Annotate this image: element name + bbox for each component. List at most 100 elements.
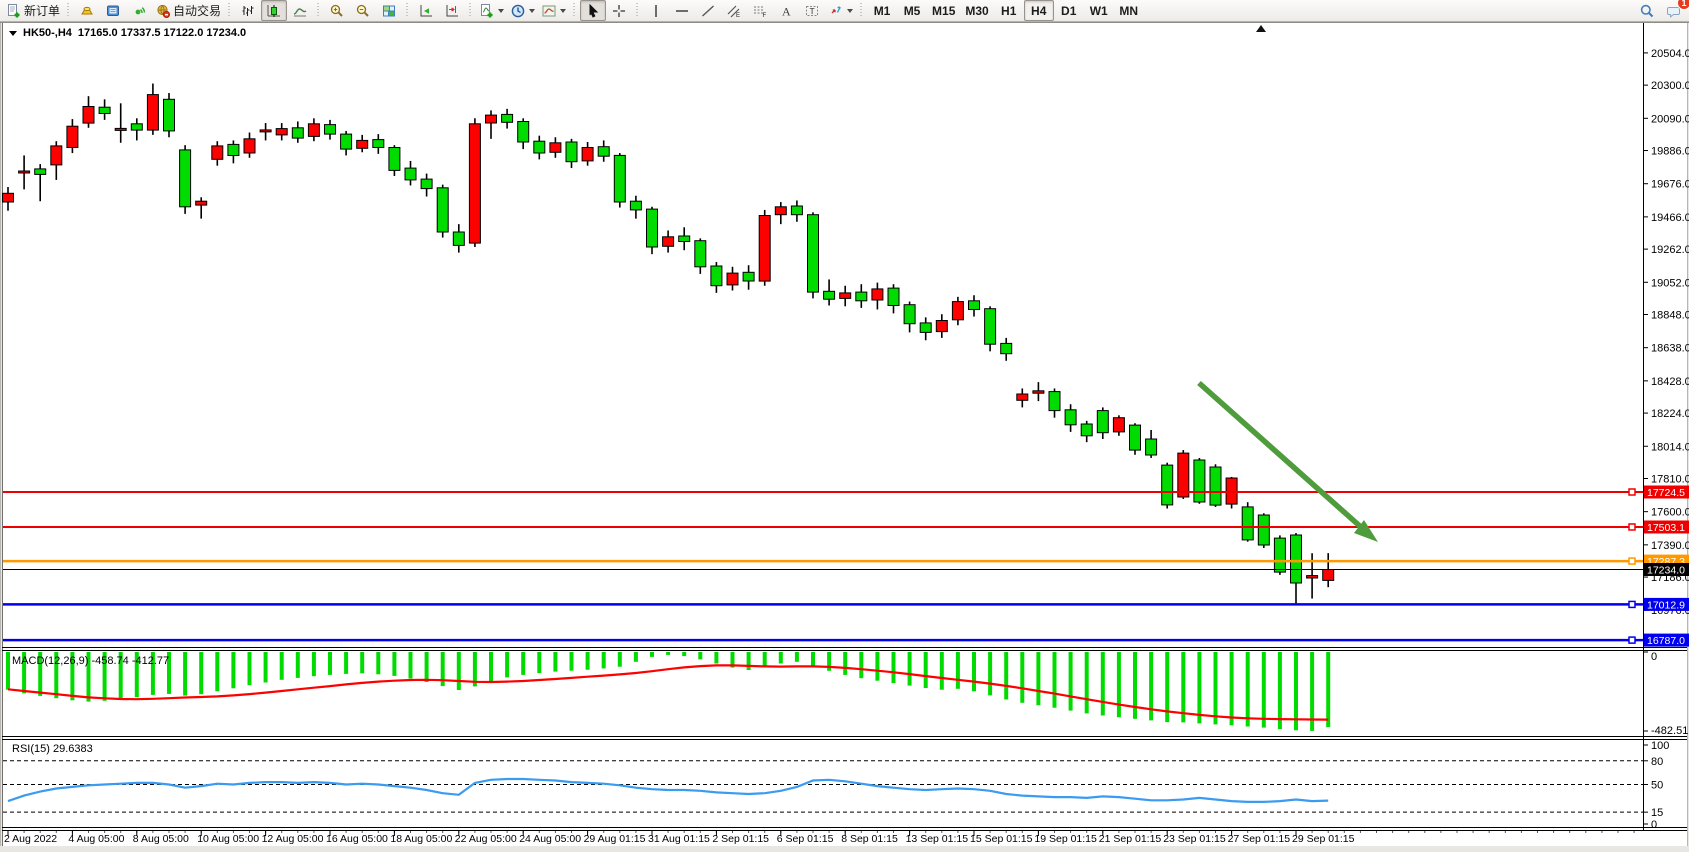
svg-text:17234.0: 17234.0 (1647, 564, 1685, 576)
timeframe-h1-button[interactable]: H1 (994, 0, 1024, 21)
toolbar-group-grip (316, 3, 322, 18)
signals-button[interactable] (126, 0, 152, 21)
svg-text:18014.0: 18014.0 (1651, 441, 1689, 453)
zoom-out-button[interactable] (350, 0, 376, 21)
auto-scroll-button[interactable] (413, 0, 439, 21)
chevron-down-icon[interactable] (498, 8, 505, 13)
text-label-button[interactable]: T (799, 0, 825, 21)
timeframe-m5-button[interactable]: M5 (897, 0, 927, 21)
svg-text:29 Sep 01:15: 29 Sep 01:15 (1292, 833, 1355, 845)
bar-chart-mode-button[interactable] (235, 0, 261, 21)
new-order-button[interactable]: 新订单 (3, 0, 63, 21)
crosshair-button[interactable] (606, 0, 632, 21)
chart-title: HK50-,H4 17165.0 17337.5 17122.0 17234.0 (9, 27, 246, 39)
svg-text:MACD(12,26,9) -458.74 -412.77: MACD(12,26,9) -458.74 -412.77 (12, 655, 169, 667)
timeframe-d1-label: D1 (1061, 3, 1077, 18)
timeframe-m1-button[interactable]: M1 (867, 0, 897, 21)
svg-text:19052.0: 19052.0 (1651, 277, 1689, 289)
market-watch-button[interactable] (74, 0, 100, 21)
chart-corner-marker-icon[interactable] (1256, 25, 1266, 32)
tile-windows-icon (383, 5, 396, 16)
timeframe-m5-label: M5 (903, 3, 921, 18)
chevron-down-icon[interactable] (529, 8, 536, 13)
text-button[interactable]: A (773, 0, 799, 21)
tile-windows-button[interactable] (376, 0, 402, 21)
svg-text:20090.0: 20090.0 (1651, 113, 1689, 125)
trend-arrow-annotation[interactable] (1197, 380, 1378, 542)
svg-text:19 Sep 01:15: 19 Sep 01:15 (1034, 833, 1097, 845)
svg-text:6 Sep 01:15: 6 Sep 01:15 (777, 833, 834, 845)
timeframe-mn-button[interactable]: MN (1114, 0, 1144, 21)
chart-title-dropdown-icon[interactable] (9, 31, 17, 36)
svg-text:17390.0: 17390.0 (1651, 540, 1689, 552)
horizontal-line-icon (676, 9, 689, 12)
fibonacci-button[interactable]: F (747, 0, 773, 21)
svg-text:8 Sep 01:15: 8 Sep 01:15 (841, 833, 898, 845)
zoom-out-icon (356, 4, 369, 17)
cursor-button[interactable] (580, 0, 607, 21)
trend-line-icon (702, 4, 715, 17)
svg-text:12 Aug 05:00: 12 Aug 05:00 (262, 833, 324, 845)
svg-text:T: T (810, 6, 815, 16)
timeframe-d1-button[interactable]: D1 (1054, 0, 1084, 21)
template-chart-icon (542, 5, 556, 16)
trend-line-button[interactable] (695, 0, 721, 21)
templates-button[interactable] (538, 0, 569, 21)
svg-text:20300.0: 20300.0 (1651, 80, 1689, 92)
candlestick-icon (267, 4, 281, 17)
chart-shift-button[interactable] (439, 0, 465, 21)
horizontal-line-button[interactable] (669, 0, 695, 21)
timeframe-w1-label: W1 (1089, 3, 1108, 18)
horizontal-lines[interactable] (3, 488, 1643, 644)
chart-symbol: HK50-,H4 (23, 27, 72, 39)
timeframe-m15-label: M15 (932, 3, 956, 18)
green-signal-icon (135, 6, 146, 14)
arrows-button[interactable] (825, 0, 856, 21)
clock-icon (511, 4, 525, 17)
search-button[interactable] (1634, 0, 1660, 21)
svg-text:0: 0 (1651, 651, 1657, 663)
svg-text:17503.1: 17503.1 (1647, 522, 1685, 534)
text-a-icon: A (782, 4, 791, 18)
timeframe-m15-button[interactable]: M15 (927, 0, 960, 21)
svg-text:18848.0: 18848.0 (1651, 310, 1689, 322)
history-center-button[interactable] (100, 0, 126, 21)
svg-text:19676.0: 19676.0 (1651, 179, 1689, 191)
line-chart-mode-button[interactable] (287, 0, 313, 21)
timeframe-h1-label: H1 (1001, 3, 1017, 18)
svg-text:21 Sep 01:15: 21 Sep 01:15 (1099, 833, 1162, 845)
rsi-pane: 100 80 50 150 RSI(15) 29.6383 (7, 740, 1669, 831)
timeframe-w1-button[interactable]: W1 (1084, 0, 1114, 21)
toolbar-group-grip (859, 3, 865, 18)
svg-text:31 Aug 01:15: 31 Aug 01:15 (648, 833, 710, 845)
svg-text:17810.0: 17810.0 (1651, 473, 1689, 485)
svg-text:-482.51: -482.51 (1651, 725, 1688, 737)
auto-trading-button[interactable]: 自动交易 (152, 0, 224, 21)
indicators-button[interactable] (476, 0, 507, 21)
svg-text:23 Sep 01:15: 23 Sep 01:15 (1163, 833, 1226, 845)
svg-text:10 Aug 05:00: 10 Aug 05:00 (197, 833, 259, 845)
chart-ohlc-values: 17165.0 17337.5 17122.0 17234.0 (77, 27, 247, 39)
equidistant-channel-button[interactable]: E (721, 0, 747, 21)
vertical-line-button[interactable] (643, 0, 669, 21)
line-chart-icon (293, 7, 307, 16)
zoom-in-button[interactable] (324, 0, 350, 21)
timeframe-h4-button[interactable]: H4 (1023, 0, 1054, 21)
candlestick-mode-button[interactable] (261, 0, 288, 21)
pane-separators[interactable] (2, 647, 1687, 831)
chevron-down-icon[interactable] (847, 8, 854, 13)
chevron-down-icon[interactable] (560, 8, 567, 13)
svg-text:E: E (736, 13, 740, 19)
svg-text:18224.0: 18224.0 (1651, 408, 1689, 420)
svg-text:15 Sep 01:15: 15 Sep 01:15 (970, 833, 1033, 845)
periods-button[interactable] (507, 0, 538, 21)
fibonacci-icon: F (754, 6, 767, 19)
svg-text:19466.0: 19466.0 (1651, 212, 1689, 224)
toolbar-group-grip (227, 3, 233, 18)
svg-text:8 Aug 05:00: 8 Aug 05:00 (133, 833, 189, 845)
toolbar-group-grip (572, 3, 578, 18)
svg-text:80: 80 (1651, 756, 1663, 768)
timeframe-m30-button[interactable]: M30 (960, 0, 993, 21)
